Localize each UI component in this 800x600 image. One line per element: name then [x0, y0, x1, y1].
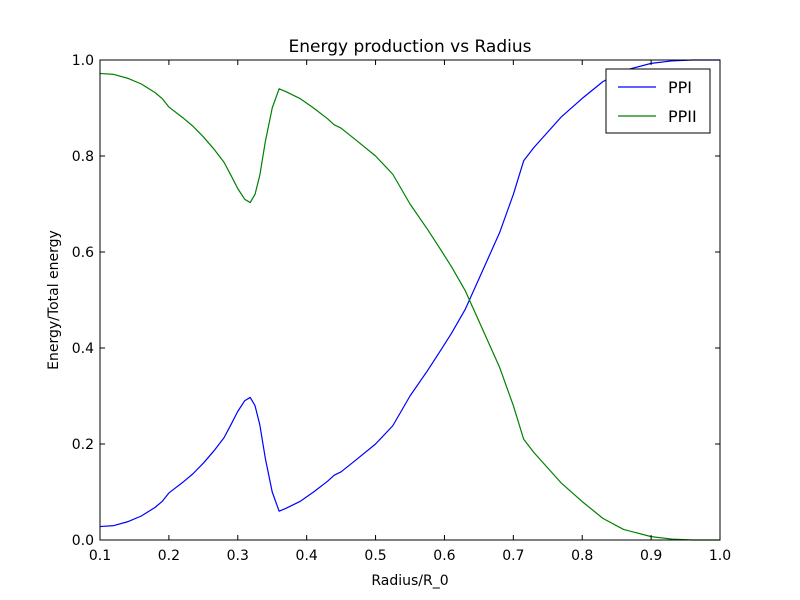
- chart-title: Energy production vs Radius: [289, 37, 532, 57]
- legend: PPI PPII: [605, 68, 711, 134]
- x-tick-label: 1.0: [709, 548, 731, 564]
- y-tick-label: 0.2: [72, 437, 94, 453]
- ticks-layer: 0.1 0.2 0.3 0.4 0.5 0.6 0.7 0.8 0.9 1.0 0.0 0.2 0.4 0…: [72, 53, 731, 564]
- y-tick-label: 0.4: [72, 341, 94, 357]
- series-line-ppii: [99, 72, 720, 541]
- x-tick-label: 0.6: [433, 548, 455, 564]
- x-tick-label: 0.4: [296, 548, 318, 564]
- series-line-ppi: [99, 59, 720, 528]
- y-tick-label: 1.0: [72, 53, 94, 69]
- x-tick-label: 0.9: [640, 548, 662, 564]
- x-axis-label: Radius/R_0: [371, 573, 448, 589]
- x-tick-label: 0.5: [364, 548, 386, 564]
- x-tick-label: 0.8: [571, 548, 593, 564]
- x-tick-label: 0.1: [89, 548, 111, 564]
- legend-label-ppi: PPI: [668, 78, 692, 97]
- x-tick-label: 0.3: [227, 548, 249, 564]
- y-axis-label: Energy/Total energy: [46, 230, 62, 370]
- y-tick-label: 0.8: [72, 149, 94, 165]
- plot-frame: [99, 59, 721, 541]
- legend-box: [605, 68, 711, 134]
- series-layer: [99, 59, 720, 541]
- y-tick-label: 0.6: [72, 245, 94, 261]
- y-tick-label: 0.0: [72, 533, 94, 549]
- x-tick-label: 0.7: [502, 548, 524, 564]
- legend-label-ppii: PPII: [668, 107, 697, 126]
- x-tick-label: 0.2: [158, 548, 180, 564]
